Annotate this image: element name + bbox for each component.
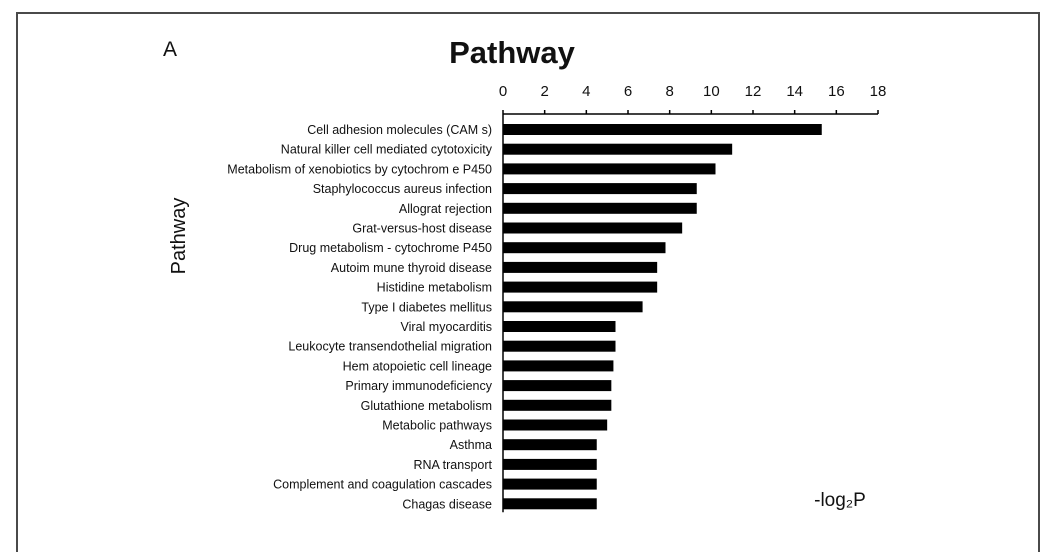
category-label: Chagas disease [402,497,492,511]
bar [503,360,614,372]
x-tick-label: 6 [624,83,632,100]
bar [503,222,683,234]
x-tick-label: 0 [499,83,507,100]
bar [503,478,597,490]
category-label: Autoim mune thyroid disease [331,261,492,275]
category-label: RNA transport [413,458,492,472]
category-label: Staphylococcus aureus infection [313,182,492,196]
bar [503,340,616,352]
bar [503,498,597,510]
bar [503,143,733,155]
y-axis-label: Pathway [168,198,190,275]
category-label: Drug metabolism - cytochrome P450 [289,241,492,255]
bar [503,321,616,332]
bar [503,419,608,431]
category-labels: Cell adhesion molecules (CAM s) Natural k… [227,123,492,511]
bar [503,439,597,451]
category-label: Viral myocarditis [401,320,492,334]
category-label: Type I diabetes mellitus [361,300,492,314]
x-tick-label: 12 [745,83,762,100]
category-label: Leukocyte transendothelial migration [288,340,492,354]
bar [503,163,716,175]
bar [503,399,612,411]
x-tick-label: 2 [540,83,548,100]
bar [503,261,658,273]
category-label: Metabolic pathways [382,419,492,433]
category-label: Asthma [450,438,492,452]
x-axis-label: -log₂P [814,490,866,511]
bar-chart: A Pathway 0 2 4 6 8 10 12 14 16 18 Cell adhesion … [163,35,887,513]
category-label: Hem atopoietic cell lineage [343,359,492,373]
bar [503,301,643,313]
category-label: Grat-versus-host disease [352,222,492,236]
bar [503,281,658,293]
x-tick-labels: 0 2 4 6 8 10 12 14 16 18 [499,83,887,100]
x-tick-label: 8 [665,83,673,100]
bar [503,458,597,470]
bar [503,183,697,195]
panel-label: A [163,38,177,61]
category-label: Histidine metabolism [377,281,492,295]
category-label: Primary immunodeficiency [345,379,492,393]
category-label: Cell adhesion molecules (CAM s) [307,123,492,137]
category-label: Natural killer cell mediated cytotoxicit… [281,143,493,157]
bars [503,124,822,510]
category-label: Metabolism of xenobiotics by cytochrom e… [227,162,492,176]
bar [503,380,612,392]
bar [503,202,697,214]
x-tick-label: 4 [582,83,590,100]
x-tick-label: 18 [870,83,887,100]
x-tick-label: 10 [703,83,720,100]
x-tick-marks [502,110,879,114]
x-tick-label: 14 [786,83,803,100]
category-label: Complement and coagulation cascades [273,478,492,492]
x-tick-label: 16 [828,83,845,100]
bar [503,242,666,254]
category-label: Glutathione metabolism [361,399,492,413]
category-label: Allograt rejection [399,202,492,216]
chart-title: Pathway [449,35,576,70]
bar [503,124,822,135]
